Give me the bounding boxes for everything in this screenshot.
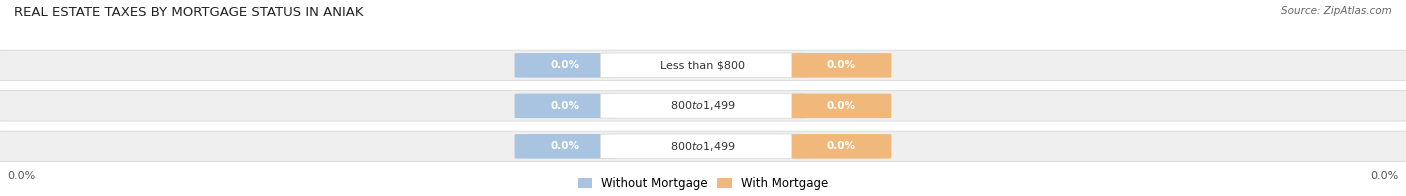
FancyBboxPatch shape (792, 93, 891, 118)
FancyBboxPatch shape (0, 91, 1406, 121)
Text: REAL ESTATE TAXES BY MORTGAGE STATUS IN ANIAK: REAL ESTATE TAXES BY MORTGAGE STATUS IN … (14, 6, 364, 19)
FancyBboxPatch shape (792, 134, 891, 159)
Text: 0.0%: 0.0% (7, 171, 35, 181)
Text: $800 to $1,499: $800 to $1,499 (671, 99, 735, 112)
Text: 0.0%: 0.0% (827, 101, 856, 111)
Text: Source: ZipAtlas.com: Source: ZipAtlas.com (1281, 6, 1392, 16)
FancyBboxPatch shape (600, 53, 806, 78)
Text: 0.0%: 0.0% (827, 60, 856, 70)
FancyBboxPatch shape (792, 53, 891, 78)
FancyBboxPatch shape (0, 50, 1406, 81)
FancyBboxPatch shape (600, 93, 806, 118)
Text: 0.0%: 0.0% (550, 101, 579, 111)
FancyBboxPatch shape (515, 53, 614, 78)
Legend: Without Mortgage, With Mortgage: Without Mortgage, With Mortgage (578, 177, 828, 190)
Text: 0.0%: 0.0% (550, 60, 579, 70)
Text: 0.0%: 0.0% (550, 141, 579, 151)
Text: Less than $800: Less than $800 (661, 60, 745, 70)
FancyBboxPatch shape (600, 134, 806, 159)
FancyBboxPatch shape (0, 131, 1406, 162)
Text: 0.0%: 0.0% (827, 141, 856, 151)
Text: $800 to $1,499: $800 to $1,499 (671, 140, 735, 153)
FancyBboxPatch shape (515, 93, 614, 118)
FancyBboxPatch shape (515, 134, 614, 159)
Text: 0.0%: 0.0% (1371, 171, 1399, 181)
